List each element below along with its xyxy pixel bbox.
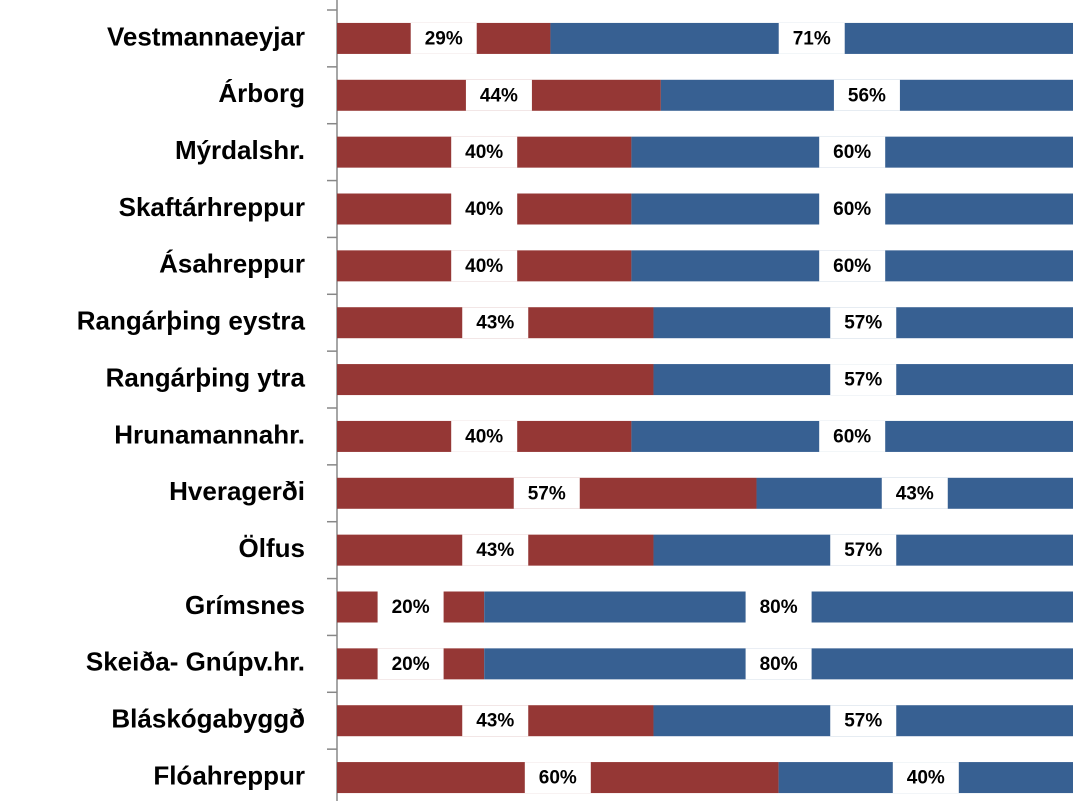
data-label: 43% bbox=[476, 313, 514, 334]
data-label-box bbox=[819, 250, 886, 282]
data-label-box bbox=[465, 79, 532, 111]
category-label: Hrunamannahr. bbox=[114, 419, 305, 449]
data-label-box bbox=[745, 591, 812, 623]
data-label: 43% bbox=[476, 540, 514, 561]
category-label: Hveragerði bbox=[169, 476, 305, 506]
data-label: 40% bbox=[465, 426, 503, 447]
data-label: 60% bbox=[833, 256, 871, 277]
data-label: 44% bbox=[480, 85, 518, 106]
category-label: Mýrdalshr. bbox=[175, 135, 305, 165]
category-label: Flóahreppur bbox=[153, 760, 305, 790]
data-label: 43% bbox=[476, 711, 514, 732]
category-label: Árborg bbox=[218, 78, 305, 108]
bar-segment bbox=[337, 364, 654, 396]
data-label-box bbox=[830, 307, 897, 339]
data-label-box bbox=[451, 420, 518, 452]
data-label-box bbox=[830, 364, 897, 396]
data-label-box bbox=[819, 420, 886, 452]
data-label: 80% bbox=[760, 654, 798, 675]
category-label: Rangárþing eystra bbox=[77, 306, 306, 336]
data-label-box bbox=[462, 705, 529, 737]
data-label: 20% bbox=[392, 597, 430, 618]
data-label-box bbox=[377, 648, 444, 680]
data-label: 43% bbox=[896, 483, 934, 504]
data-label: 57% bbox=[844, 540, 882, 561]
data-label-box bbox=[830, 534, 897, 566]
data-label-box bbox=[462, 307, 529, 339]
data-label-box bbox=[451, 250, 518, 282]
data-label: 29% bbox=[425, 28, 463, 49]
data-label-box bbox=[745, 648, 812, 680]
data-label-box bbox=[410, 22, 477, 54]
category-label: Ásahreppur bbox=[159, 249, 305, 279]
data-label-box bbox=[819, 136, 886, 168]
data-label: 40% bbox=[907, 768, 945, 789]
data-label: 57% bbox=[844, 313, 882, 334]
category-label: Vestmannaeyjar bbox=[107, 21, 305, 51]
data-label-box bbox=[892, 762, 959, 794]
data-label-box bbox=[462, 534, 529, 566]
data-label-box bbox=[451, 193, 518, 225]
data-label-box bbox=[513, 477, 580, 509]
data-label-box bbox=[833, 79, 900, 111]
category-label: Skeiða- Gnúpv.hr. bbox=[86, 647, 305, 677]
data-label: 57% bbox=[844, 711, 882, 732]
data-label-box bbox=[377, 591, 444, 623]
data-label: 40% bbox=[465, 256, 503, 277]
data-label: 71% bbox=[793, 28, 831, 49]
category-label: Rangárþing ytra bbox=[106, 362, 306, 392]
data-label-box bbox=[778, 22, 845, 54]
data-label-box bbox=[524, 762, 591, 794]
data-label: 60% bbox=[833, 426, 871, 447]
data-label-box bbox=[881, 477, 948, 509]
data-label: 56% bbox=[848, 85, 886, 106]
category-label: Ölfus bbox=[239, 533, 305, 563]
data-label: 57% bbox=[844, 370, 882, 391]
data-label-box bbox=[451, 136, 518, 168]
data-label: 80% bbox=[760, 597, 798, 618]
data-label: 40% bbox=[465, 199, 503, 220]
category-label: Bláskógabyggð bbox=[111, 704, 305, 734]
category-label: Grímsnes bbox=[185, 590, 305, 620]
data-label-box bbox=[819, 193, 886, 225]
data-label: 20% bbox=[392, 654, 430, 675]
data-label: 60% bbox=[833, 142, 871, 163]
data-label-box bbox=[830, 705, 897, 737]
data-label: 60% bbox=[539, 768, 577, 789]
data-label: 60% bbox=[833, 199, 871, 220]
data-label: 40% bbox=[465, 142, 503, 163]
category-label: Skaftárhreppur bbox=[119, 192, 305, 222]
data-label: 57% bbox=[528, 483, 566, 504]
